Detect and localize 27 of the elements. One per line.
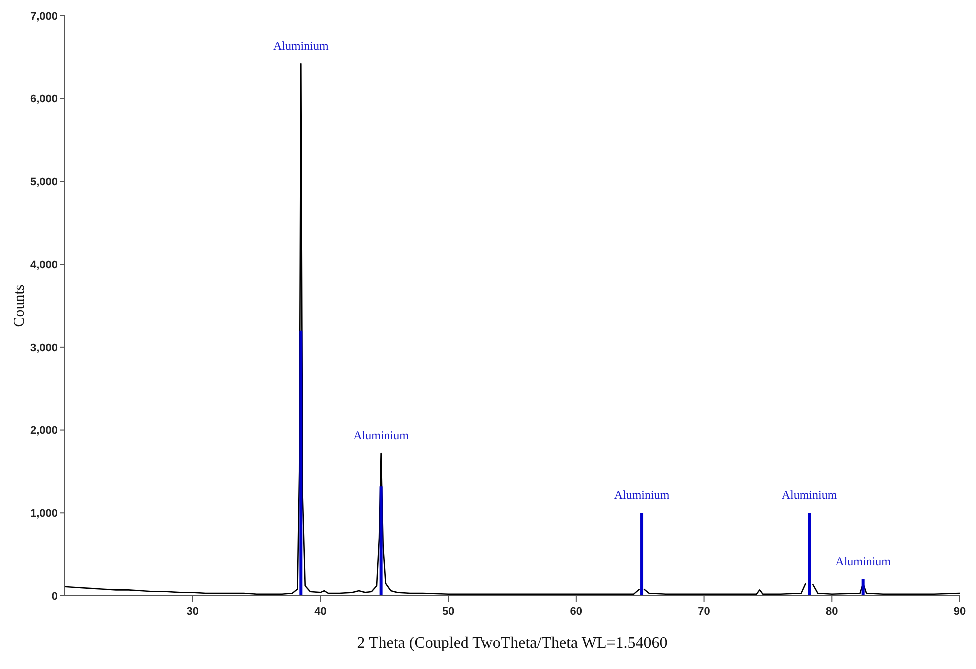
y-tick-label: 3,000	[30, 342, 58, 354]
y-tick-label: 6,000	[30, 94, 58, 106]
y-tick-label: 7,000	[30, 10, 58, 23]
annotation: Aluminium	[836, 554, 892, 568]
bar	[808, 513, 812, 596]
y-tick-label: 0	[52, 590, 58, 603]
x-tick-label: 90	[954, 606, 966, 618]
x-tick-label: 80	[826, 606, 838, 618]
bar	[640, 513, 644, 596]
x-tick-label: 40	[314, 606, 327, 618]
annotation: Aluminium	[354, 428, 410, 442]
x-tick-label: 30	[186, 606, 199, 618]
bar	[380, 486, 383, 596]
x-tick-label: 70	[698, 606, 710, 618]
x-axis-title: 2 Theta (Coupled TwoTheta/Theta WL=1.54060	[357, 635, 668, 652]
bar	[300, 330, 303, 596]
y-tick-label: 2,000	[30, 425, 58, 438]
y-axis-title: Counts	[12, 284, 28, 328]
x-tick-label: 60	[570, 606, 583, 618]
x-tick-label: 50	[442, 606, 455, 618]
annotation: Aluminium	[614, 488, 670, 502]
y-tick-label: 4,000	[30, 259, 58, 272]
y-tick-label: 1,000	[30, 508, 58, 520]
bar	[862, 579, 865, 596]
y-tick-label: 5,000	[30, 176, 58, 189]
annotation: Aluminium	[273, 39, 330, 54]
annotation: Aluminium	[782, 488, 838, 502]
